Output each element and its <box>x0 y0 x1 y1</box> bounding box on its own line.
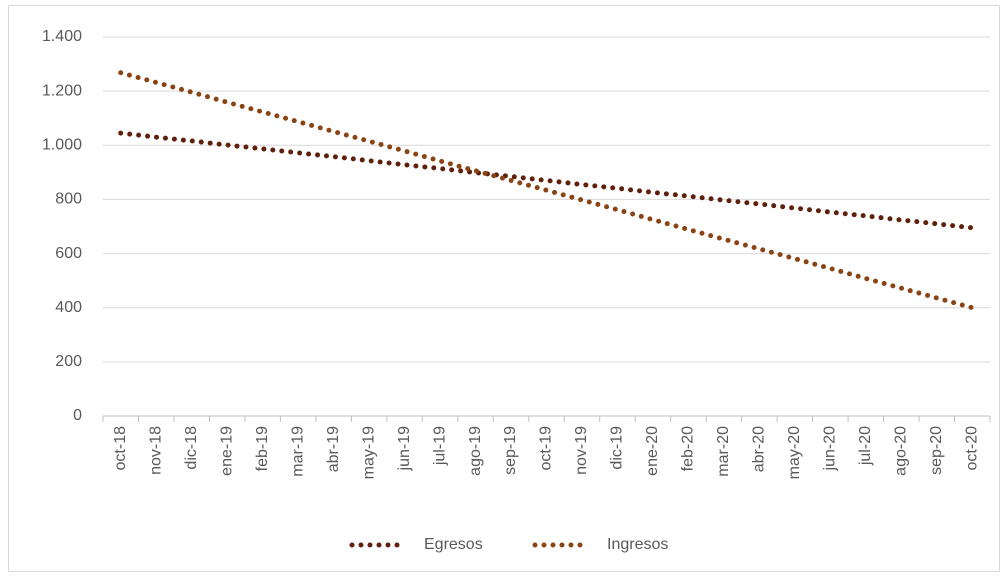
series-line <box>118 130 975 231</box>
y-tick-label: 600 <box>55 245 82 262</box>
x-tick-label: mar-19 <box>289 426 306 477</box>
x-tick-label: dic-18 <box>183 426 200 470</box>
y-tick-label: 400 <box>55 299 82 316</box>
y-tick-label: 800 <box>55 191 82 208</box>
legend-label: Egresos <box>424 536 483 553</box>
x-tick-label: oct-19 <box>538 426 555 471</box>
x-tick-label: abr-20 <box>751 426 768 472</box>
x-tick-label: jun-20 <box>822 426 839 472</box>
x-tick-label: feb-20 <box>680 426 697 471</box>
x-tick-label: oct-20 <box>963 426 980 471</box>
x-tick-label: may-20 <box>786 426 803 479</box>
x-tick-label: jul-19 <box>431 426 448 466</box>
x-tick-label: abr-19 <box>325 426 342 472</box>
x-tick-label: mar-20 <box>715 426 732 477</box>
series-line <box>118 70 975 311</box>
x-tick-label: ene-20 <box>644 426 661 476</box>
y-tick-label: 1.200 <box>42 82 82 99</box>
y-tick-label: 200 <box>55 353 82 370</box>
y-tick-label: 1.400 <box>42 28 82 45</box>
legend-label: Ingresos <box>607 536 668 553</box>
x-tick-label: sep-19 <box>502 426 519 475</box>
x-tick-label: feb-19 <box>254 426 271 471</box>
x-tick-label: nov-19 <box>573 426 590 475</box>
x-tick-label: sep-20 <box>928 426 945 475</box>
x-tick-label: ago-20 <box>893 426 910 476</box>
y-tick-label: 0 <box>73 407 82 424</box>
x-tick-label: jun-19 <box>396 426 413 472</box>
x-tick-label: nov-18 <box>147 426 164 475</box>
x-tick-label: ene-19 <box>218 426 235 476</box>
x-tick-label: may-19 <box>360 426 377 479</box>
x-tick-label: ago-19 <box>467 426 484 476</box>
chart-border <box>8 5 1000 572</box>
x-tick-label: jul-20 <box>857 426 874 466</box>
x-tick-label: oct-18 <box>112 426 129 471</box>
y-tick-label: 1.000 <box>42 137 82 154</box>
x-tick-label: dic-19 <box>609 426 626 470</box>
